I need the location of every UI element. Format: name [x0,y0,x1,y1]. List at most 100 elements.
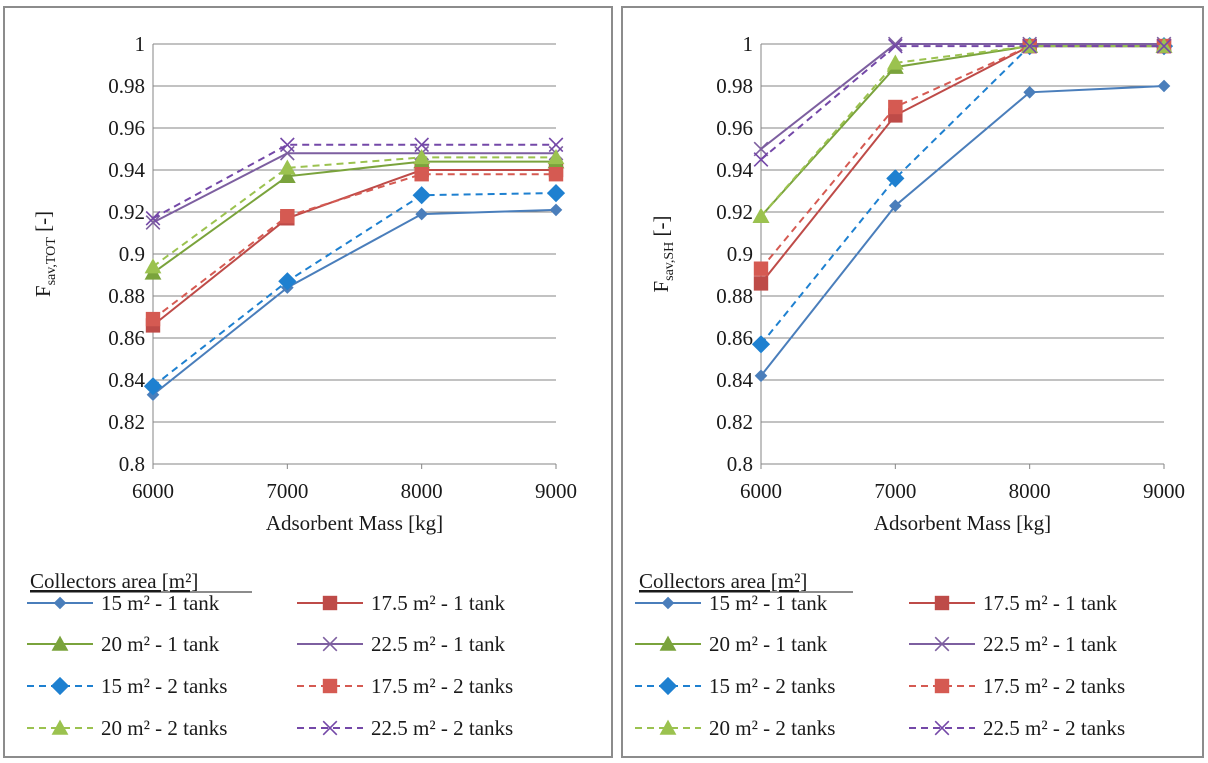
legend-swatch-marker [934,636,950,652]
series-15-m2-1-tank [754,79,1171,383]
y-tick-label: 0.86 [716,326,753,350]
legend-item-22-5-m2-1-tank: 22.5 m² - 1 tank [297,632,506,656]
series-line [760,43,1164,150]
y-tick-label: 0.98 [716,74,753,98]
legend-item-20-m2-2-tanks: 20 m² - 2 tanks [27,716,227,740]
series-line [760,45,1164,217]
series-line [760,45,1164,270]
legend-swatch-marker [934,720,950,736]
legend-item-17-5-m2-2-tanks: 17.5 m² - 2 tanks [297,674,513,698]
series-22-5-m2-2-tanks [145,137,564,226]
legend-label: 22.5 m² - 1 tank [983,632,1118,656]
legend-label: 20 m² - 1 tank [709,632,828,656]
data-point [278,272,297,291]
legend-swatch-marker [934,678,950,694]
x-tick-label: 7000 [266,479,308,503]
data-point [145,210,161,226]
legend-swatch-marker [659,635,677,651]
data-point [414,137,430,153]
data-point [753,141,769,157]
data-point [415,207,428,221]
series-line [760,85,1165,377]
legend-swatch-marker [322,595,338,611]
legend-item-15-m2-2-tanks: 15 m² - 2 tanks [635,674,835,698]
series-17-5-m2-1-tank [753,38,1172,291]
data-point [886,169,905,188]
y-axis-title: Fsav,TOT [-] [31,211,59,297]
legend-label: 20 m² - 2 tanks [101,716,227,740]
y-axis-title-unit: [-] [649,215,673,241]
chart-panel-sh: 0.8 0.82 0.84 0.86 0.88 0.9 0.92 0.94 0.96 0.98 1 6… [621,6,1204,758]
data-point [144,258,162,274]
data-point [1022,38,1038,54]
legend-swatch-marker [322,636,338,652]
legend-label: 20 m² - 1 tank [101,632,220,656]
data-point [548,167,564,182]
legend-swatch-marker [659,719,677,735]
x-tick-label: 6000 [132,479,174,503]
y-tick-label: 0.8 [119,452,145,476]
data-point [753,276,769,291]
x-tick-label: 7000 [874,479,916,503]
y-tick-label: 0.94 [108,158,145,182]
y-tick-label: 0.8 [727,452,753,476]
legend-title: Collectors area [m²] [30,569,198,593]
series-20-m2-2-tanks [144,149,565,274]
x-axis-title: Adsorbent Mass [kg] [266,511,443,535]
data-point [414,167,429,182]
legend-item-20-m2-1-tank: 20 m² - 1 tank [27,632,220,656]
legend-swatch-marker [50,676,70,696]
x-tick-label: 8000 [401,479,443,503]
legend-swatch-marker [658,676,678,696]
y-tick-label: 0.92 [108,200,145,224]
legend-label: 17.5 m² - 1 tank [371,591,506,615]
legend-item-15-m2-2-tanks: 15 m² - 2 tanks [27,674,227,698]
data-point [413,149,431,165]
series-line [760,45,1164,217]
data-point [546,183,566,203]
legend-label: 22.5 m² - 2 tanks [371,716,513,740]
data-point [145,215,161,230]
data-point [1157,79,1171,93]
data-point [547,149,565,165]
y-tick-label: 1 [743,32,754,56]
x-tick-label: 9000 [1143,479,1185,503]
chart-svg-sh: 0.8 0.82 0.84 0.86 0.88 0.9 0.92 0.94 0.96 0.98 1 6… [635,32,1185,740]
data-point [143,377,163,396]
y-axis-title-unit: [-] [31,211,55,237]
legend-swatch-marker [934,595,950,611]
series-17-5-m2-2-tanks [145,167,564,327]
y-tick-label: 0.9 [727,242,753,266]
legend-label: 17.5 m² - 1 tank [983,591,1118,615]
data-point [886,54,904,70]
data-point [753,152,769,167]
legend-item-15-m2-1-tank: 15 m² - 1 tank [635,591,828,615]
y-axis-title-main: F [31,285,55,297]
data-point [412,186,431,205]
x-tick-label: 8000 [1009,479,1051,503]
data-point [548,137,564,153]
y-axis-title: Fsav,SH [-] [649,215,677,292]
legend-label: 20 m² - 2 tanks [709,716,835,740]
data-point [887,36,903,52]
data-point [279,137,295,153]
data-point [754,369,768,383]
legend-item-17-5-m2-2-tanks: 17.5 m² - 2 tanks [909,674,1125,698]
data-point [278,159,296,175]
legend-title: Collectors area [m²] [639,569,807,593]
y-tick-label: 0.94 [716,158,753,182]
data-point [887,38,903,54]
legend-swatch-marker [322,720,338,736]
legend-item-22-5-m2-1-tank: 22.5 m² - 1 tank [909,632,1118,656]
legend-item-22-5-m2-2-tanks: 22.5 m² - 2 tanks [297,716,513,740]
data-point [280,209,295,224]
series-line [152,156,556,268]
legend-label: 22.5 m² - 2 tanks [983,716,1125,740]
series-17-5-m2-2-tanks [753,38,1172,276]
series-line [152,160,556,274]
data-point [888,99,903,115]
data-point [145,311,161,327]
y-axis-title-subscript: sav,SH [662,242,677,281]
data-point [278,167,296,184]
legend-label: 15 m² - 1 tank [101,591,220,615]
